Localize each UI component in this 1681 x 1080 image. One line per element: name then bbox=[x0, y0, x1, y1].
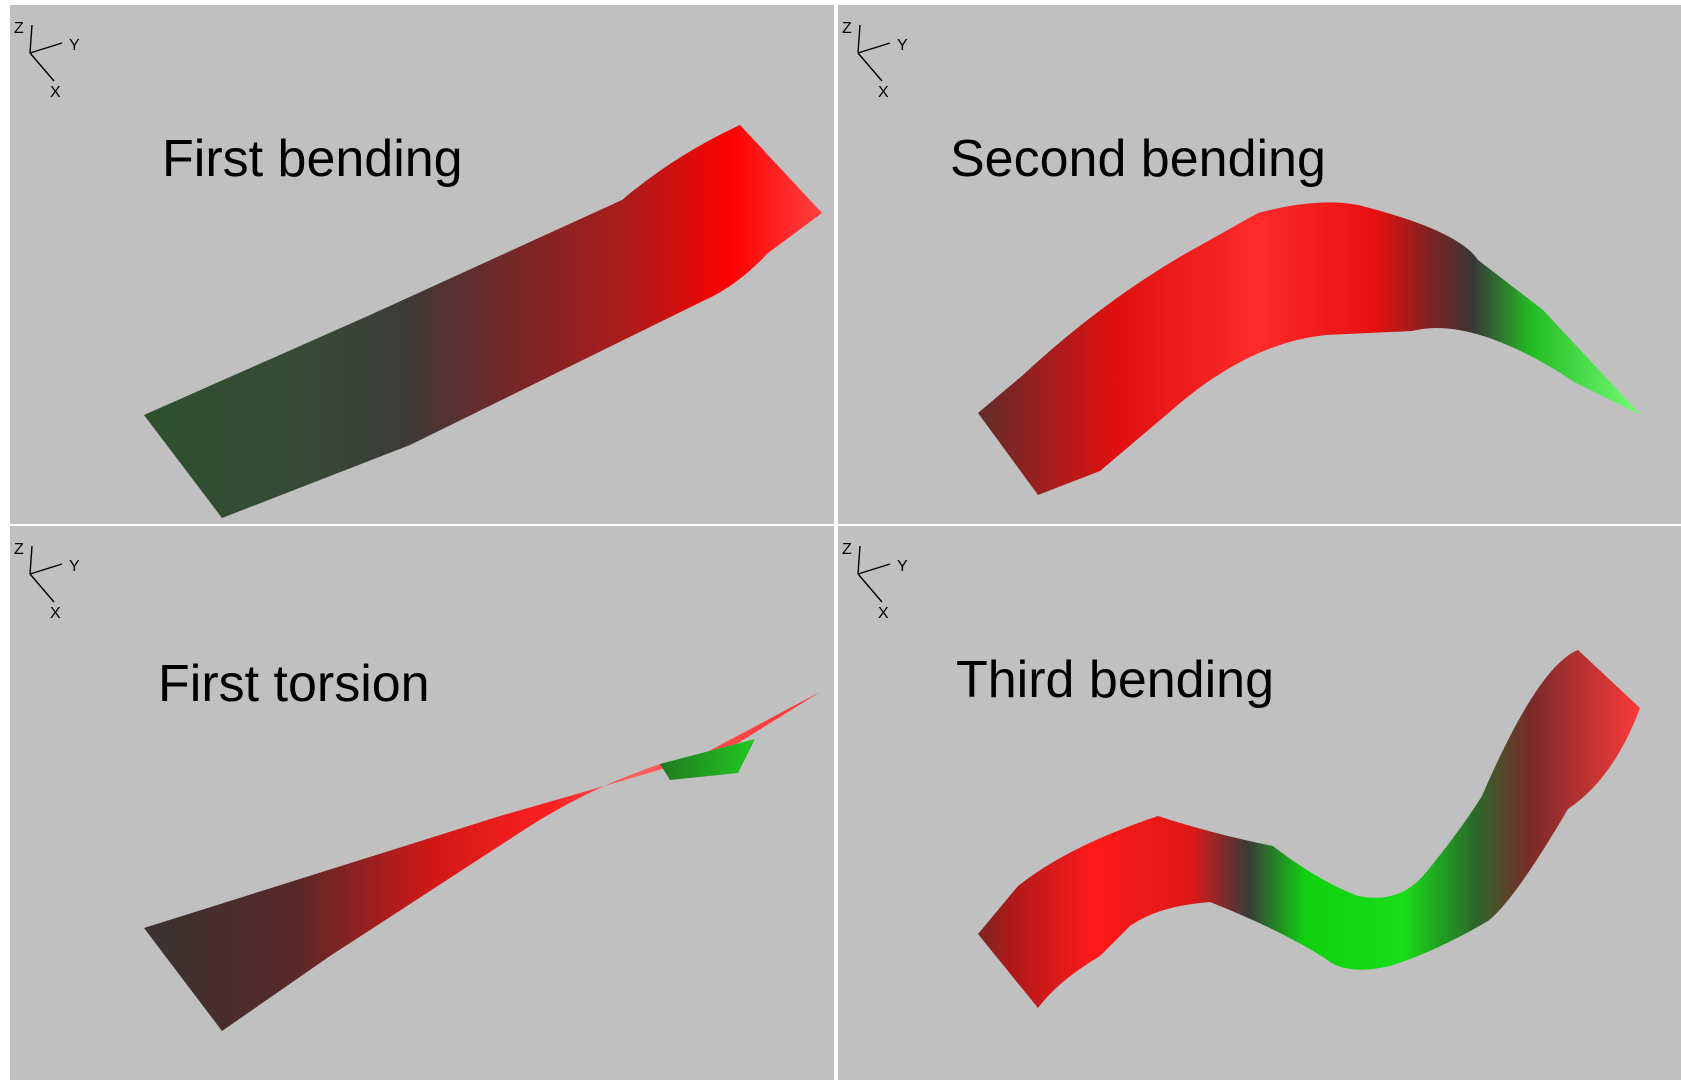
axis-label-y: Y bbox=[897, 558, 908, 575]
axis-triad-icon bbox=[857, 24, 891, 82]
axis-label-z: Z bbox=[14, 20, 24, 37]
first-torsion-shape-canvas: Z Y X bbox=[14, 541, 820, 1031]
axis-label-x: X bbox=[50, 84, 61, 101]
second-bending-mode-surface bbox=[978, 202, 1641, 496]
first-torsion-twisted-tip bbox=[660, 739, 755, 780]
third-bending-mode-surface bbox=[978, 650, 1640, 1008]
first-bending-mode-surface bbox=[144, 125, 822, 518]
third-bending-shape-canvas: Z Y X bbox=[842, 541, 1640, 1008]
axis-label-x: X bbox=[50, 605, 61, 622]
axis-label-z: Z bbox=[842, 541, 852, 558]
first-torsion-mode-surface bbox=[144, 692, 820, 1031]
axis-label-y: Y bbox=[69, 37, 80, 54]
mode-panel-second-bending: Z Y X Second bending bbox=[838, 5, 1681, 524]
axis-label-x: X bbox=[878, 605, 889, 622]
mode-panel-third-bending: Z Y X Third bending bbox=[838, 526, 1681, 1080]
mode-title: Third bending bbox=[956, 651, 1274, 709]
axis-label-z: Z bbox=[842, 20, 852, 37]
second-bending-shape-canvas: Z Y X bbox=[842, 20, 1641, 496]
mode-title: First bending bbox=[162, 130, 463, 188]
axis-triad-icon bbox=[29, 24, 63, 82]
mode-panel-first-bending: Z Y X First bending bbox=[10, 5, 834, 524]
axis-triad-icon bbox=[29, 545, 63, 603]
axis-label-y: Y bbox=[69, 558, 80, 575]
mode-panel-first-torsion: Z Y X First torsion bbox=[10, 526, 834, 1080]
axis-label-x: X bbox=[878, 84, 889, 101]
axis-label-y: Y bbox=[897, 37, 908, 54]
first-bending-shape-canvas: Z Y X bbox=[14, 20, 822, 518]
axis-triad-icon bbox=[857, 545, 891, 603]
mode-title: First torsion bbox=[158, 655, 430, 713]
mode-title: Second bending bbox=[950, 130, 1326, 188]
axis-label-z: Z bbox=[14, 541, 24, 558]
